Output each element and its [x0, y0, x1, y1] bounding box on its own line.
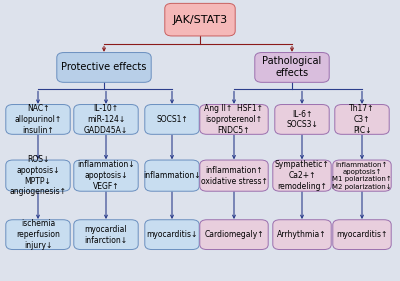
Text: Arrhythmia↑: Arrhythmia↑: [277, 230, 327, 239]
FancyBboxPatch shape: [145, 220, 199, 250]
Text: Cardiomegaly↑: Cardiomegaly↑: [204, 230, 264, 239]
FancyBboxPatch shape: [333, 160, 391, 191]
Text: inflammation↑
apoptosis↑
M1 polarization↑
M2 polarization↓: inflammation↑ apoptosis↑ M1 polarization…: [332, 162, 392, 190]
FancyBboxPatch shape: [200, 160, 268, 191]
Text: inflammation↓
apoptosis↓
VEGF↑: inflammation↓ apoptosis↓ VEGF↑: [77, 160, 135, 191]
Text: IL-10↑
miR-124↓
GADD45A↓: IL-10↑ miR-124↓ GADD45A↓: [84, 104, 128, 135]
FancyBboxPatch shape: [335, 105, 389, 134]
Text: Protective effects: Protective effects: [61, 62, 147, 72]
FancyBboxPatch shape: [333, 220, 391, 250]
FancyBboxPatch shape: [6, 105, 70, 134]
FancyBboxPatch shape: [74, 105, 138, 134]
Text: IL-6↑
SOCS3↓: IL-6↑ SOCS3↓: [286, 110, 318, 129]
FancyBboxPatch shape: [273, 160, 331, 191]
Text: ROS↓
apoptosis↓
MPTP↓
angiogenesis↑: ROS↓ apoptosis↓ MPTP↓ angiogenesis↑: [10, 155, 66, 196]
Text: Th17↑
C3↑
PIC↓: Th17↑ C3↑ PIC↓: [349, 104, 375, 135]
FancyBboxPatch shape: [145, 105, 199, 134]
FancyBboxPatch shape: [6, 220, 70, 250]
FancyBboxPatch shape: [273, 220, 331, 250]
FancyBboxPatch shape: [275, 105, 329, 134]
FancyBboxPatch shape: [145, 160, 199, 191]
Text: Pathological
effects: Pathological effects: [262, 56, 322, 78]
Text: inflammation↓: inflammation↓: [143, 171, 201, 180]
FancyBboxPatch shape: [165, 3, 235, 36]
FancyBboxPatch shape: [74, 220, 138, 250]
FancyBboxPatch shape: [200, 105, 268, 134]
Text: inflammation↑
oxidative stress↑: inflammation↑ oxidative stress↑: [200, 166, 268, 185]
FancyBboxPatch shape: [200, 220, 268, 250]
Text: SOCS1↑: SOCS1↑: [156, 115, 188, 124]
Text: myocarditis↓: myocarditis↓: [146, 230, 198, 239]
Text: myocarditis↑: myocarditis↑: [336, 230, 388, 239]
Text: myocardial
infarction↓: myocardial infarction↓: [84, 225, 128, 244]
Text: ischemia
reperfusion
injury↓: ischemia reperfusion injury↓: [16, 219, 60, 250]
FancyBboxPatch shape: [57, 53, 151, 82]
FancyBboxPatch shape: [6, 160, 70, 191]
FancyBboxPatch shape: [255, 53, 329, 82]
Text: NAC↑
allopurinol↑
insulin↑: NAC↑ allopurinol↑ insulin↑: [14, 104, 62, 135]
Text: Sympathetic↑
Ca2+↑
remodeling↑: Sympathetic↑ Ca2+↑ remodeling↑: [275, 160, 329, 191]
FancyBboxPatch shape: [74, 160, 138, 191]
Text: JAK/STAT3: JAK/STAT3: [172, 15, 228, 25]
Text: Ang II↑  HSF1↑
isoproterenol↑
FNDC5↑: Ang II↑ HSF1↑ isoproterenol↑ FNDC5↑: [204, 104, 264, 135]
